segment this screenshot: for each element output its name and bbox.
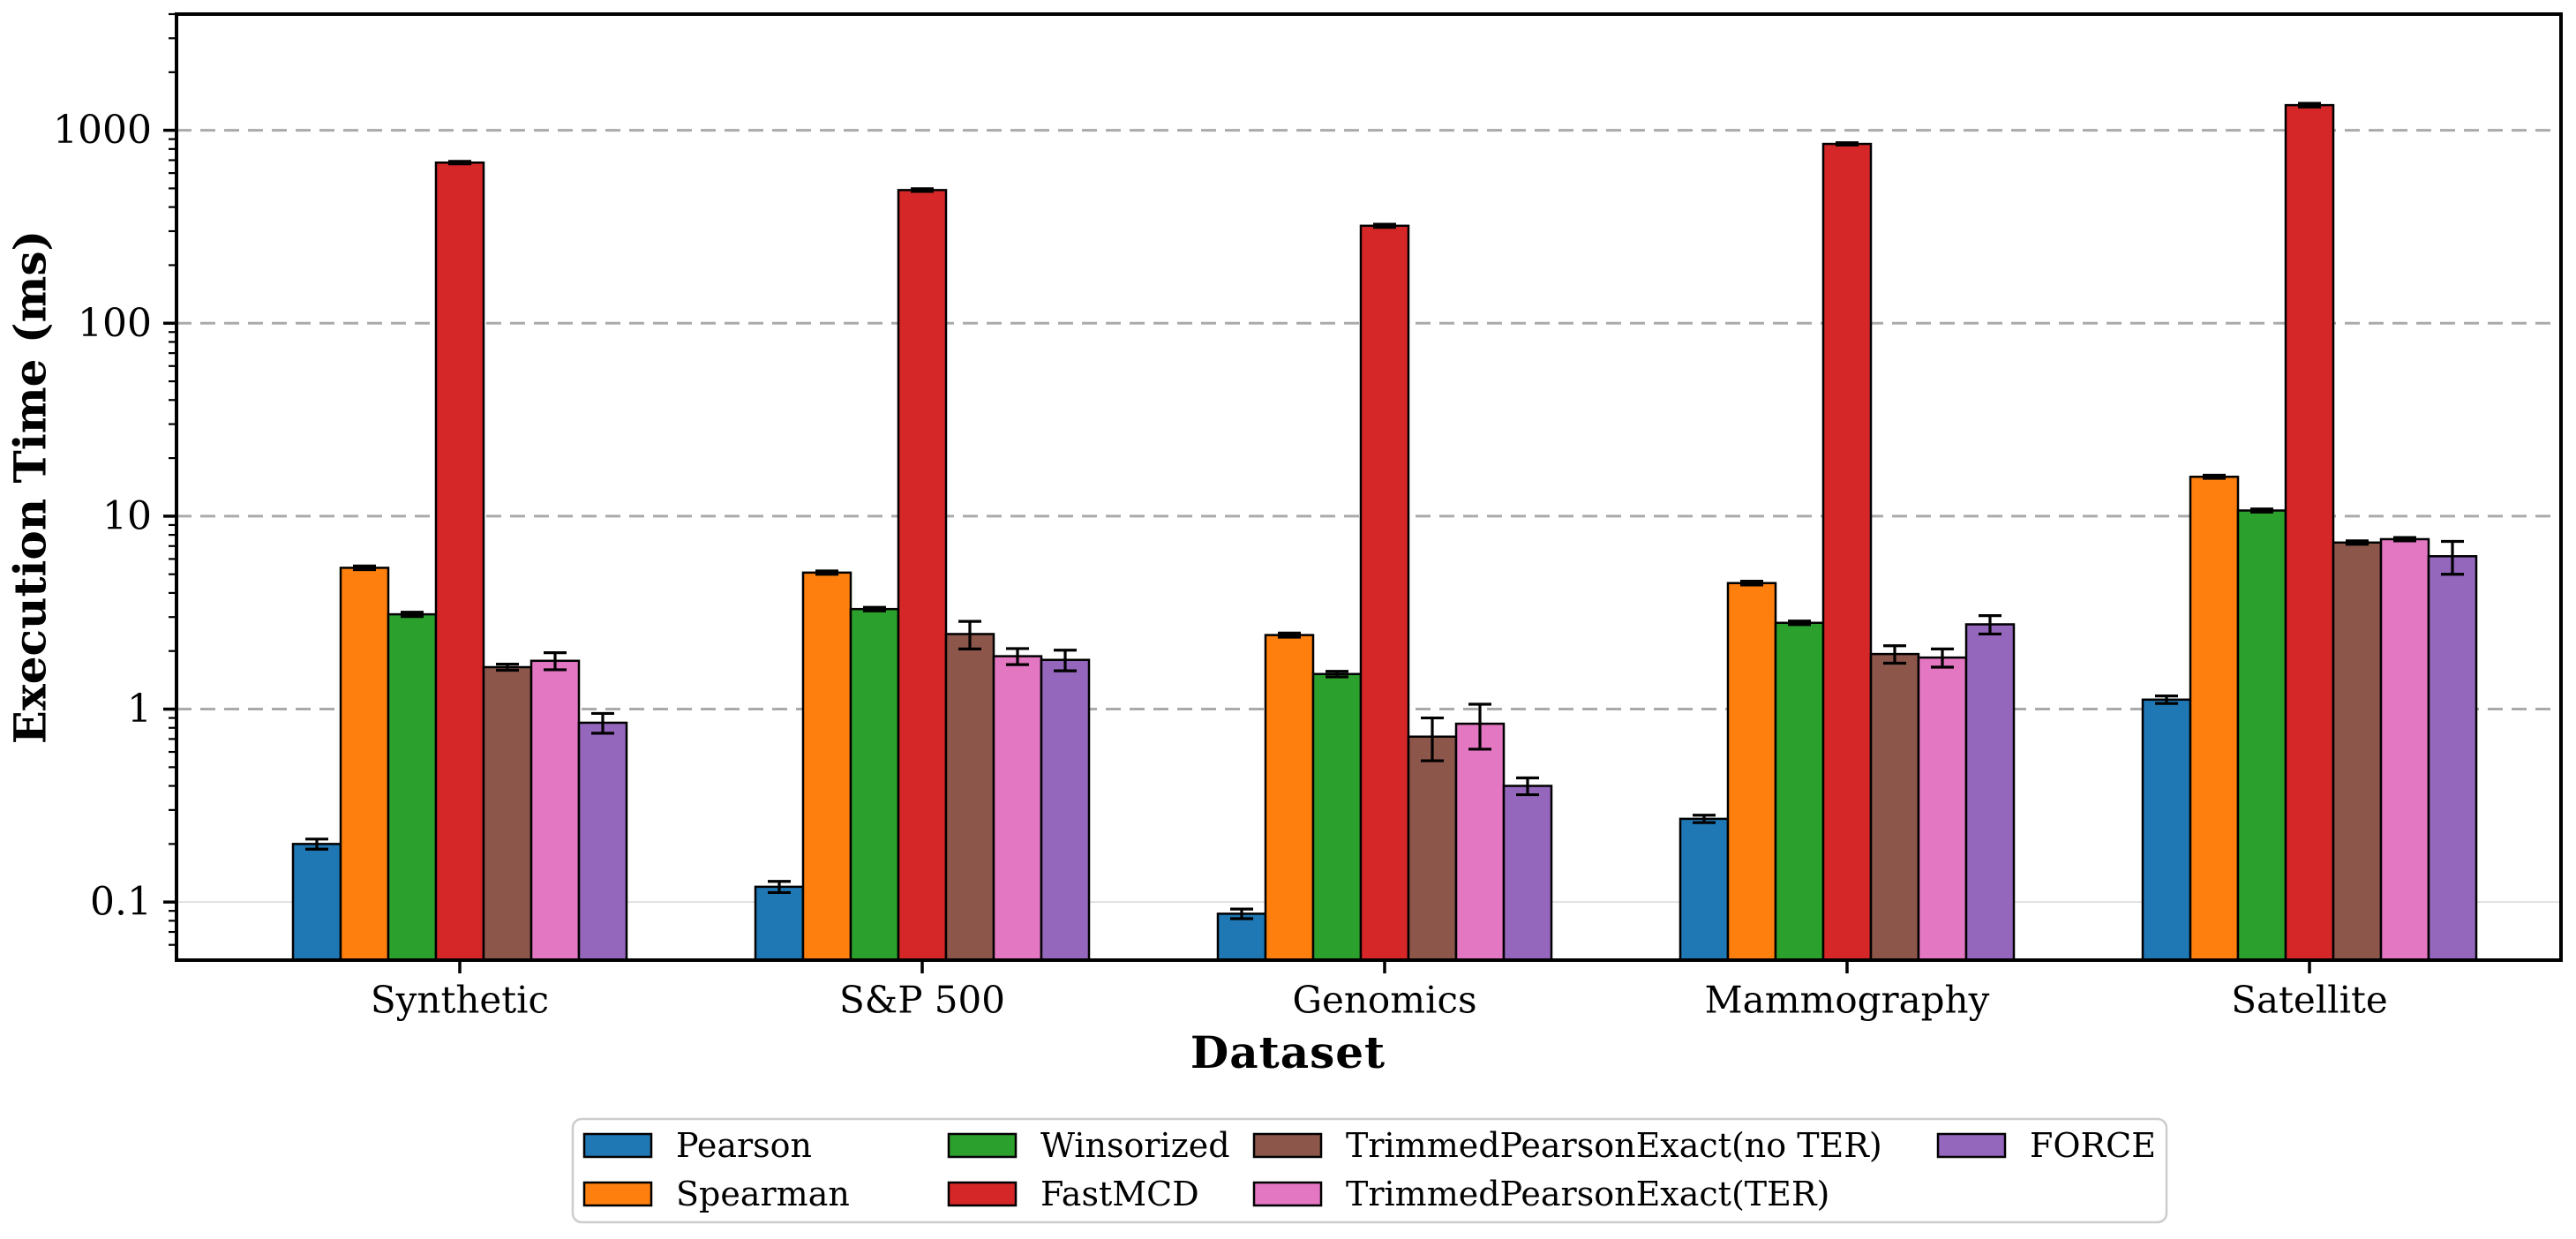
bar-Winsorized-Mammography bbox=[1774, 621, 1825, 962]
bar-Winsorized-S&P 500 bbox=[849, 607, 900, 962]
bar-FastMCD-Satellite bbox=[2284, 103, 2335, 962]
bar-TrimmedPearsonExact(TER)-Genomics bbox=[1454, 722, 1506, 962]
bar-TrimmedPearsonExact(no TER)-S&P 500 bbox=[944, 633, 995, 962]
x-tick-label: S&P 500 bbox=[839, 979, 1005, 1022]
bar-Spearman-Satellite bbox=[2189, 476, 2240, 962]
bar-TrimmedPearsonExact(TER)-Satellite bbox=[2379, 537, 2430, 962]
bar-Winsorized-Satellite bbox=[2236, 509, 2287, 962]
legend-swatch-Winsorized bbox=[947, 1132, 1018, 1159]
bar-Winsorized-Synthetic bbox=[387, 612, 438, 962]
bar-Spearman-Genomics bbox=[1264, 634, 1315, 962]
bar-FastMCD-Synthetic bbox=[434, 161, 485, 962]
legend-swatch-FORCE bbox=[1936, 1132, 2007, 1159]
y-tick-label: 10 bbox=[102, 493, 152, 538]
x-tick-label: Synthetic bbox=[371, 979, 549, 1022]
legend-label: Pearson bbox=[676, 1126, 812, 1165]
y-tick-label: 100 bbox=[78, 301, 152, 346]
bar-FastMCD-Genomics bbox=[1359, 224, 1410, 962]
bar-FORCE-S&P 500 bbox=[1040, 658, 1091, 962]
y-axis-title: Execution Time (ms) bbox=[4, 229, 56, 745]
bar-FORCE-Mammography bbox=[1964, 623, 2016, 962]
bar-TrimmedPearsonExact(no TER)-Genomics bbox=[1407, 735, 1458, 962]
y-tick-label: 1 bbox=[127, 687, 152, 732]
bar-Pearson-S&P 500 bbox=[754, 885, 805, 962]
legend-swatch-FastMCD bbox=[947, 1181, 1018, 1207]
bar-Winsorized-Genomics bbox=[1311, 672, 1363, 962]
bar-FastMCD-Mammography bbox=[1821, 142, 1873, 962]
legend-label: Spearman bbox=[676, 1175, 850, 1213]
legend-label: FastMCD bbox=[1040, 1175, 1199, 1213]
bar-Spearman-Synthetic bbox=[339, 567, 390, 962]
bar-TrimmedPearsonExact(TER)-Mammography bbox=[1917, 656, 1968, 962]
y-tick-label: 0.1 bbox=[90, 880, 152, 925]
x-tick-label: Mammography bbox=[1705, 979, 1990, 1022]
bar-TrimmedPearsonExact(no TER)-Synthetic bbox=[482, 665, 533, 962]
legend-swatch-TrimmedPearsonExact(no TER) bbox=[1252, 1132, 1323, 1159]
legend-label: TrimmedPearsonExact(TER) bbox=[1346, 1175, 1829, 1213]
x-tick-label: Genomics bbox=[1292, 979, 1476, 1022]
bar-FORCE-Synthetic bbox=[577, 721, 628, 962]
bar-Pearson-Genomics bbox=[1216, 912, 1267, 962]
plot-border bbox=[175, 12, 2563, 962]
bar-Spearman-S&P 500 bbox=[801, 571, 852, 962]
bar-TrimmedPearsonExact(no TER)-Mammography bbox=[1869, 652, 1920, 962]
bar-FORCE-Satellite bbox=[2427, 555, 2478, 962]
bar-FORCE-Genomics bbox=[1502, 785, 1553, 962]
legend-swatch-Pearson bbox=[582, 1132, 653, 1159]
legend-label: TrimmedPearsonExact(no TER) bbox=[1346, 1126, 1882, 1165]
bar-Pearson-Satellite bbox=[2141, 698, 2192, 962]
bar-FastMCD-S&P 500 bbox=[897, 189, 948, 962]
legend-label: Winsorized bbox=[1040, 1126, 1230, 1165]
x-tick-label: Satellite bbox=[2231, 979, 2388, 1022]
legend-label: FORCE bbox=[2030, 1126, 2156, 1165]
bar-TrimmedPearsonExact(no TER)-Satellite bbox=[2332, 541, 2383, 962]
bar-TrimmedPearsonExact(TER)-Synthetic bbox=[529, 659, 581, 962]
bar-Pearson-Mammography bbox=[1679, 817, 1730, 962]
x-axis-title: Dataset bbox=[1190, 1026, 1386, 1078]
legend-swatch-TrimmedPearsonExact(TER) bbox=[1252, 1181, 1323, 1207]
legend-swatch-Spearman bbox=[582, 1181, 653, 1207]
bar-TrimmedPearsonExact(TER)-S&P 500 bbox=[992, 655, 1043, 962]
y-tick-label: 1000 bbox=[53, 108, 152, 153]
bar-Pearson-Synthetic bbox=[291, 843, 342, 962]
bar-Spearman-Mammography bbox=[1726, 582, 1777, 962]
